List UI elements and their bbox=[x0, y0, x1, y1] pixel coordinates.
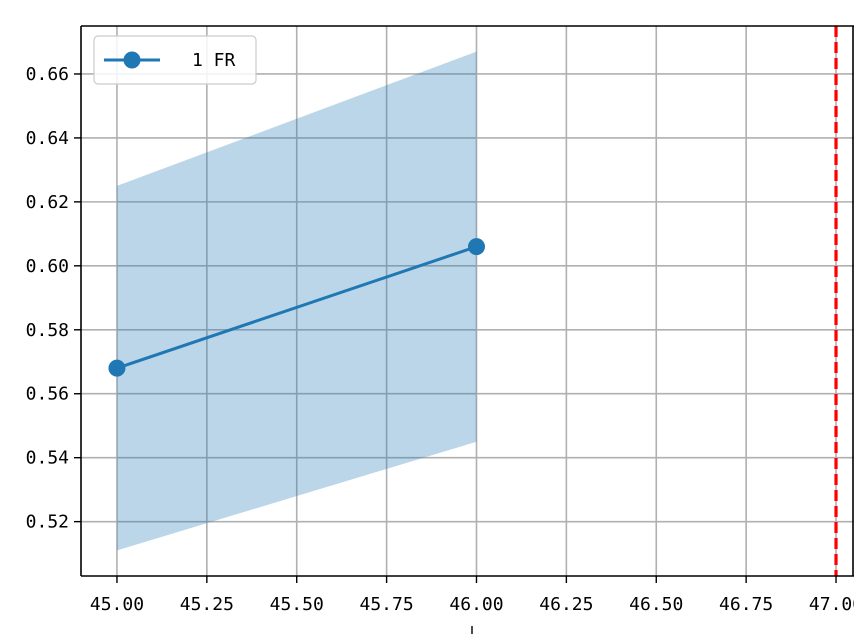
y-tick-label: 0.52 bbox=[26, 512, 69, 533]
y-axis-ticks: 0.52 0.54 0.56 0.58 0.60 0.62 0.64 0.66 bbox=[26, 64, 81, 533]
x-tick-label: 46.25 bbox=[539, 594, 593, 615]
x-axis-ticks: 45.00 45.25 45.50 45.75 46.00 46.25 46.50 46.75… bbox=[90, 576, 854, 615]
legend: 1 FR bbox=[93, 35, 257, 85]
x-tick-label: 45.25 bbox=[180, 594, 234, 615]
axes bbox=[80, 25, 854, 634]
legend-marker bbox=[123, 51, 141, 69]
y-tick-label: 0.66 bbox=[26, 64, 69, 85]
x-tick-label: 45.00 bbox=[90, 594, 144, 615]
x-tick-label: 46.50 bbox=[629, 594, 683, 615]
y-tick-label: 0.60 bbox=[26, 256, 69, 277]
x-tick-label: 45.75 bbox=[360, 594, 414, 615]
series-line bbox=[116, 245, 477, 370]
y-tick-label: 0.62 bbox=[26, 192, 69, 213]
grid bbox=[81, 26, 854, 576]
confidence-band bbox=[116, 51, 477, 551]
confidence-bands bbox=[116, 51, 477, 551]
legend-label: 1 FR bbox=[192, 50, 236, 71]
series-lines bbox=[108, 238, 485, 377]
x-tick-label: 46.75 bbox=[719, 594, 773, 615]
legend-box bbox=[93, 35, 257, 85]
x-tick-label: 46.00 bbox=[449, 594, 503, 615]
data-point bbox=[467, 238, 485, 256]
y-tick-label: 0.58 bbox=[26, 320, 69, 341]
y-tick-label: 0.64 bbox=[26, 128, 69, 149]
x-tick-label: 45.50 bbox=[270, 594, 324, 615]
y-tick-label: 0.56 bbox=[26, 384, 69, 405]
x-tick-label: 47.00 bbox=[809, 594, 854, 615]
data-point bbox=[108, 359, 126, 377]
y-tick-label: 0.54 bbox=[26, 448, 69, 469]
